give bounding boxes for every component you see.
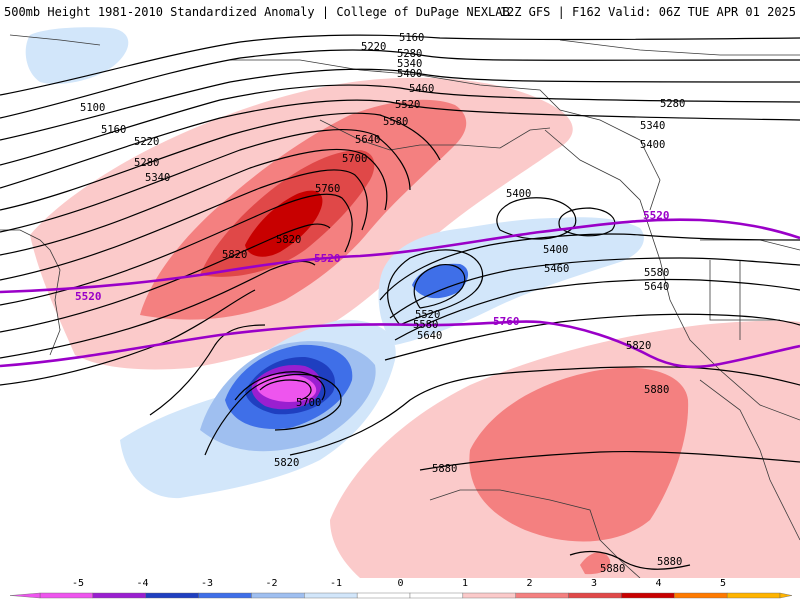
anomaly-neg1-east [378, 217, 644, 345]
anomaly-neg2-east [412, 263, 469, 299]
colorbar-segment [39, 592, 94, 599]
colorbar-segment [92, 592, 146, 599]
colorbar-tick-label: 4 [655, 578, 661, 589]
colorbar-segment [356, 592, 411, 599]
height-label: 5460 [409, 83, 434, 95]
height-labels: 5160 5220 5280 5340 5400 5460 5520 5580 … [80, 32, 685, 575]
height-label: 5580 [413, 319, 438, 331]
height-label: 5820 [626, 340, 651, 352]
height-label: 5400 [640, 139, 665, 151]
colorbar-tick-label: -4 [136, 578, 148, 589]
highlight-contours [0, 218, 800, 369]
height-label: 5220 [134, 136, 159, 148]
run-info: 12Z GFS | F162 Valid: 06Z TUE APR 01 202… [499, 5, 796, 19]
colorbar-segment [198, 592, 252, 599]
height-label: 5640 [355, 134, 380, 146]
anomaly-pos4-core [245, 190, 323, 257]
height-label: 5460 [544, 263, 569, 275]
colorbar-segment [409, 592, 464, 599]
height-label: 5700 [342, 153, 367, 165]
height-label: 5700 [296, 397, 321, 409]
height-label: 5280 [397, 48, 422, 60]
height-label: 5340 [145, 172, 170, 184]
anomaly-colorbar: -5 -4 -3 -2 -1 0 1 2 3 4 5 [9, 578, 793, 599]
height-label: 5640 [417, 330, 442, 342]
height-label: 5580 [644, 267, 669, 279]
weather-map: 5160 5220 5280 5340 5400 5460 5520 5580 … [0, 27, 800, 578]
colorbar-strip [9, 592, 793, 599]
height-label: 5400 [506, 188, 531, 200]
height-label: 5340 [397, 58, 422, 70]
colorbar-tick-label: -5 [72, 578, 84, 589]
highlight-labels: 5520 5520 5520 5760 [75, 209, 670, 328]
colorbar-segment [462, 592, 516, 599]
colorbar-tick-label: -3 [201, 578, 213, 589]
colorbar-segment [515, 592, 569, 599]
colorbar-segment [726, 592, 781, 599]
colorbar-segment [568, 592, 622, 599]
highlight-label: 5520 [314, 252, 341, 265]
colorbar-tick-label: 2 [526, 578, 532, 589]
height-label: 5760 [315, 183, 340, 195]
height-label: 5400 [397, 68, 422, 80]
colorbar-tick-label: 5 [720, 578, 726, 589]
anomaly-pos2-southwest [580, 552, 611, 575]
height-label: 5880 [644, 384, 669, 396]
highlight-label: 5520 [75, 290, 102, 303]
height-label: 5220 [361, 41, 386, 53]
height-label: 5100 [80, 102, 105, 114]
anomaly-pos2-south [469, 367, 689, 542]
map-title: 500mb Height 1981-2010 Standardized Anom… [4, 5, 510, 19]
height-label: 5820 [276, 234, 301, 246]
colorbar-max-arrow [779, 592, 793, 599]
height-label: 5160 [399, 32, 424, 44]
colorbar-tick-label: 1 [462, 578, 468, 589]
header-bar: 500mb Height 1981-2010 Standardized Anom… [0, 0, 800, 22]
highlight-label: 5520 [643, 209, 670, 222]
colorbar-segment [621, 592, 675, 599]
height-label: 5880 [657, 556, 682, 568]
colorbar-tick-label: 0 [397, 578, 403, 589]
anomaly-neg-top [25, 27, 129, 84]
colorbar-ticks: -5 -4 -3 -2 -1 0 1 2 3 4 5 [72, 578, 726, 589]
height-label: 5880 [432, 463, 457, 475]
height-label: 5820 [274, 457, 299, 469]
height-label: 5880 [600, 563, 625, 575]
height-label: 5820 [222, 249, 247, 261]
colorbar-min-arrow [9, 592, 41, 599]
colorbar-tick-label: -1 [330, 578, 342, 589]
height-label: 5160 [101, 124, 126, 136]
height-label: 5520 [395, 99, 420, 111]
colorbar-tick-label: -2 [265, 578, 277, 589]
colorbar-segment [674, 592, 728, 599]
highlight-label: 5760 [493, 315, 520, 328]
height-label: 5640 [644, 281, 669, 293]
height-label: 5340 [640, 120, 665, 132]
colorbar-tick-label: 3 [591, 578, 597, 589]
colorbar-segment [304, 592, 358, 599]
height-label: 5400 [543, 244, 568, 256]
coastlines [0, 34, 800, 578]
colorbar-segment [251, 592, 305, 599]
height-label: 5280 [660, 98, 685, 110]
height-label: 5520 [415, 309, 440, 321]
anomaly-fills [25, 27, 800, 578]
height-label: 5280 [134, 157, 159, 169]
height-label: 5580 [383, 116, 408, 128]
colorbar-segment [145, 592, 199, 599]
